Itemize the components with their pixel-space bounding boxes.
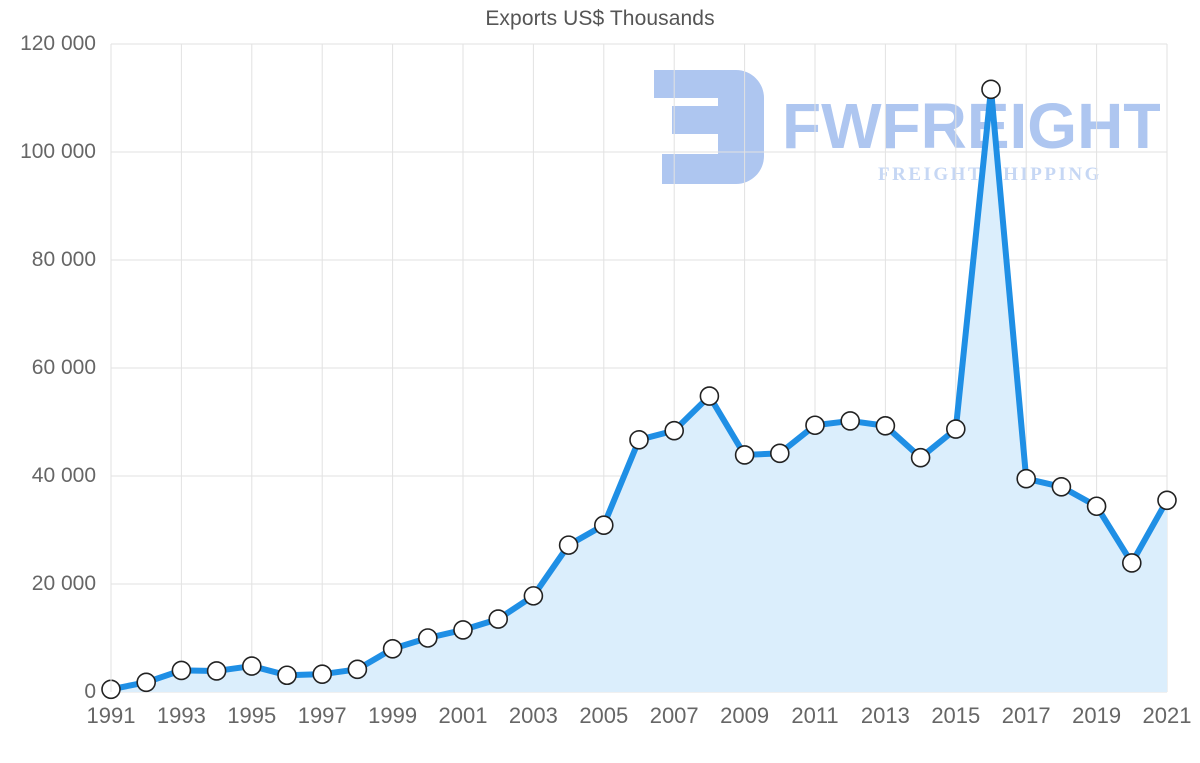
y-tick-label: 0: [84, 680, 96, 703]
data-point-marker[interactable]: [699, 386, 720, 406]
data-point-marker[interactable]: [629, 430, 649, 450]
data-point-marker[interactable]: [1086, 496, 1107, 517]
y-tick-label: 60 000: [31, 356, 96, 379]
x-tick-label: 2011: [791, 703, 839, 728]
y-tick-label: 20 000: [31, 572, 96, 595]
data-point-marker[interactable]: [664, 420, 685, 441]
data-point-marker[interactable]: [1051, 476, 1072, 497]
data-point-marker[interactable]: [206, 661, 227, 681]
chart-title: Exports US$ Thousands: [485, 7, 715, 30]
data-point-marker[interactable]: [805, 415, 825, 436]
x-tick-label: 1999: [368, 703, 418, 728]
x-tick-label: 2007: [649, 703, 699, 728]
x-tick-label: 2009: [720, 703, 770, 728]
x-axis-tick-labels: 1991 1993 1995 1997 1999 2001 2003 2005 2007 2009…: [0, 703, 1200, 743]
data-point-marker[interactable]: [523, 586, 544, 606]
x-tick-label: 1995: [227, 703, 277, 728]
y-axis-tick-labels: 120 000 100 000 80 000 60 000 40 000 20 000 0: [0, 0, 96, 763]
data-point-marker[interactable]: [1157, 490, 1177, 511]
y-tick-label: 40 000: [31, 464, 96, 487]
data-point-marker[interactable]: [593, 515, 614, 535]
data-point-marker[interactable]: [277, 665, 297, 686]
data-point-marker[interactable]: [453, 620, 473, 640]
x-tick-label: 2005: [579, 703, 629, 728]
data-point-marker[interactable]: [382, 638, 403, 659]
data-point-marker[interactable]: [734, 445, 755, 465]
data-point-marker[interactable]: [417, 628, 438, 648]
data-point-marker[interactable]: [171, 660, 192, 681]
data-point-marker[interactable]: [242, 656, 262, 676]
y-tick-label: 100 000: [20, 140, 96, 163]
x-tick-label: 1997: [297, 703, 347, 728]
y-tick-label: 80 000: [31, 248, 96, 271]
data-point-marker[interactable]: [136, 672, 156, 693]
data-point-marker[interactable]: [312, 664, 333, 684]
data-point-marker[interactable]: [840, 411, 861, 431]
data-point-marker[interactable]: [558, 535, 579, 555]
x-tick-label: 2021: [1142, 703, 1192, 728]
x-tick-label: 2003: [508, 703, 558, 728]
x-tick-label: 2001: [438, 703, 488, 728]
series-markers: [101, 79, 1177, 700]
series-area-fill: [111, 89, 1167, 693]
x-tick-label: 2015: [931, 703, 981, 728]
data-point-marker[interactable]: [910, 447, 931, 468]
y-tick-label: 120 000: [20, 32, 96, 55]
x-tick-label: 1993: [156, 703, 206, 728]
data-point-marker[interactable]: [347, 659, 368, 680]
x-tick-label: 1991: [86, 703, 136, 728]
data-point-marker[interactable]: [981, 79, 1001, 100]
data-point-marker[interactable]: [1016, 468, 1036, 489]
x-tick-label: 2013: [860, 703, 910, 728]
data-point-marker[interactable]: [488, 609, 509, 629]
data-point-marker[interactable]: [769, 443, 790, 464]
x-tick-label: 2017: [1001, 703, 1051, 728]
data-point-marker[interactable]: [945, 419, 966, 439]
data-point-marker[interactable]: [1122, 553, 1142, 573]
x-tick-label: 2019: [1072, 703, 1122, 728]
data-point-marker[interactable]: [875, 415, 896, 436]
